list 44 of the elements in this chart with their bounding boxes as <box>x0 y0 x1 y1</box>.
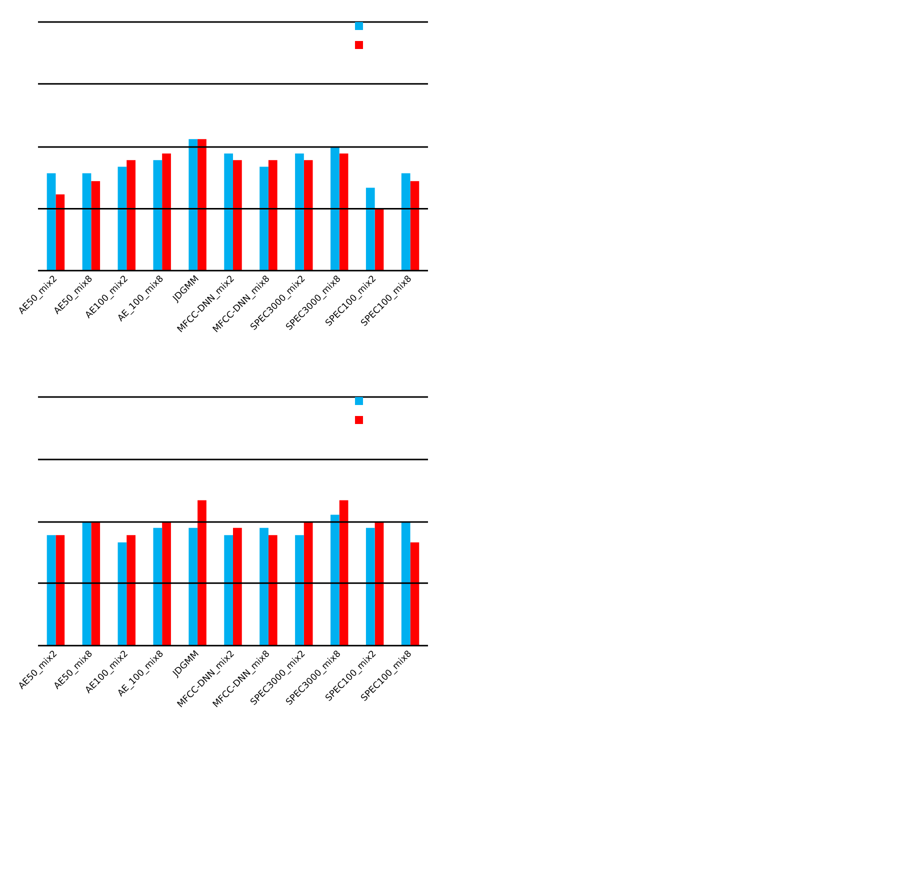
bar <box>153 160 162 271</box>
bar <box>268 535 278 646</box>
bar <box>162 522 171 646</box>
bar <box>46 173 56 271</box>
bar <box>162 154 171 271</box>
bar <box>188 139 198 271</box>
bar <box>268 160 278 271</box>
bar <box>153 528 162 646</box>
bar <box>56 535 65 646</box>
bar <box>224 535 233 646</box>
bar <box>233 160 242 271</box>
bar <box>126 535 136 646</box>
bar <box>410 181 420 271</box>
bar <box>118 542 127 646</box>
bar <box>56 194 65 271</box>
bar <box>224 154 233 271</box>
bar <box>126 160 136 271</box>
bar <box>374 208 384 271</box>
bar <box>339 154 348 271</box>
bar <box>366 188 375 271</box>
bar <box>82 173 92 271</box>
bar <box>198 139 206 271</box>
bar <box>366 528 375 646</box>
bar <box>91 522 100 646</box>
bar <box>260 166 268 271</box>
bar <box>330 146 340 271</box>
bar <box>339 500 348 646</box>
bar <box>46 535 56 646</box>
bar <box>330 514 340 646</box>
bar <box>401 522 410 646</box>
bar <box>260 528 268 646</box>
bar <box>91 181 100 271</box>
bar <box>401 173 410 271</box>
bar <box>304 160 313 271</box>
bar <box>295 535 304 646</box>
bar <box>410 542 420 646</box>
bar <box>118 166 127 271</box>
bar <box>295 154 304 271</box>
bar <box>82 522 92 646</box>
bar <box>304 522 313 646</box>
bar <box>188 528 198 646</box>
bar <box>233 528 242 646</box>
bar <box>198 500 206 646</box>
bar <box>374 522 384 646</box>
